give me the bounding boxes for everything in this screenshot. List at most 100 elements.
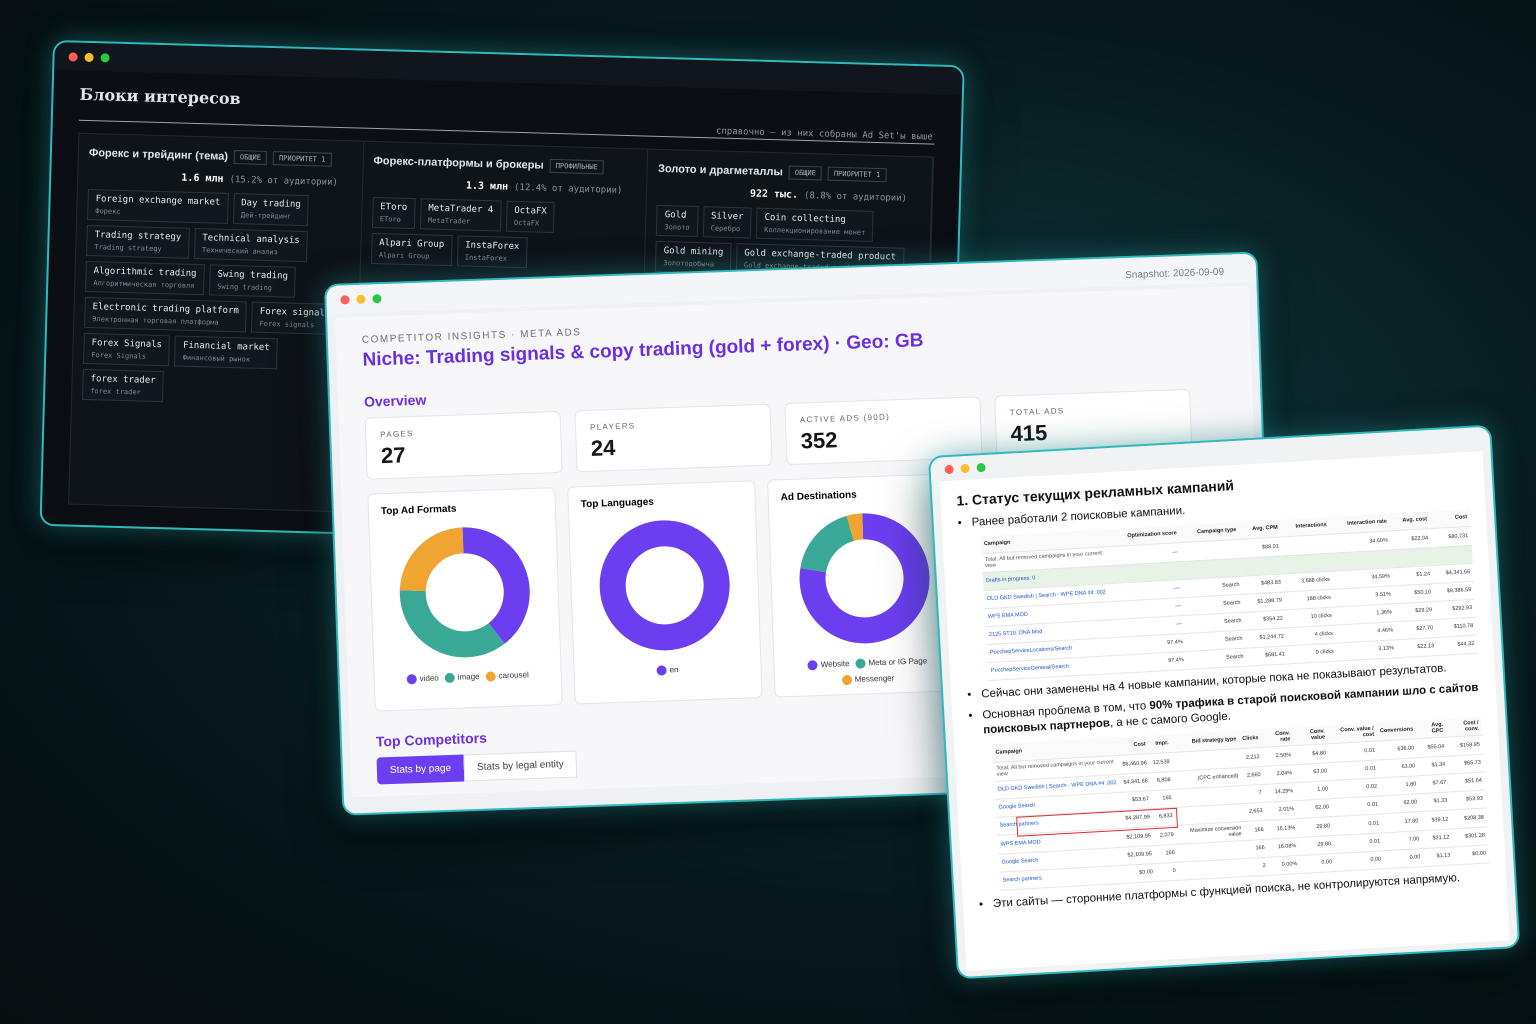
stat-value: 27 xyxy=(380,442,406,469)
cell: 62.00 xyxy=(1380,793,1421,814)
cell: 0.00 xyxy=(1334,850,1385,872)
cell: 16.13% xyxy=(1266,818,1299,840)
header-cell: Cost xyxy=(1117,734,1150,756)
legend: video image carousel xyxy=(387,669,549,685)
cell: $292.93 xyxy=(1434,599,1476,620)
legend-item: en xyxy=(656,665,679,676)
interest-en: OctaFX xyxy=(514,205,547,217)
cell: $22.04 xyxy=(1390,528,1432,550)
interest-ru: EToro xyxy=(379,215,402,224)
cell: 7.00 xyxy=(1382,830,1423,851)
cell: 636.00 xyxy=(1377,738,1418,760)
cell: $208.38 xyxy=(1450,807,1488,829)
interest-en: Financial market xyxy=(182,340,270,354)
chart-title: Ad Destinations xyxy=(780,489,857,504)
interest-ru: OctaFX xyxy=(513,218,540,228)
stat-card: ACTIVE ADS (90D) 352 xyxy=(784,396,983,466)
group-name: Золото и драгметаллы xyxy=(657,162,784,179)
stats-table: Campaign Cost Impr. Bid strategy type Clicks… xyxy=(992,716,1490,891)
chart-card: Top Ad Formats video image carousel xyxy=(367,487,563,712)
cell: $53.67 xyxy=(1120,790,1153,811)
cell: $110.78 xyxy=(1435,617,1477,638)
legend-swatch xyxy=(485,671,496,682)
interest-ru: Золотодобыча xyxy=(663,259,715,269)
interest-ru: Серебро xyxy=(710,224,741,234)
interest-en: Coin collecting xyxy=(764,212,846,226)
insights-window: Snapshot: 2026-09-09 COMPETITOR INSIGHTS… xyxy=(326,253,1274,814)
stat-label: PLAYERS xyxy=(589,421,636,432)
group-name: Форекс и трейдинг (тема) xyxy=(88,146,229,163)
cell: $51.64 xyxy=(1448,771,1486,792)
interest-chip: Algorithmic trading Алгоритмическая торго… xyxy=(85,260,205,296)
cell: 2.50% xyxy=(1262,745,1295,767)
header-cell: Clicks xyxy=(1238,728,1263,749)
interest-en: Swing trading xyxy=(217,269,289,282)
interest-en: Gold exchange-traded product xyxy=(744,248,897,263)
interest-en: Alpari Group xyxy=(379,238,445,250)
stat-card: PAGES 27 xyxy=(364,410,563,480)
donut-segment xyxy=(799,513,930,644)
group-head: Форекс и трейдинг (тема) ОБЩИЕ ПРИОРИТЕТ 1 xyxy=(89,146,353,167)
header-cell: Conv. value xyxy=(1292,724,1329,746)
interest-ru: Золото xyxy=(664,223,690,232)
interest-ru: Электронная торговая платформа xyxy=(92,315,219,327)
header-cell: Avg. cost xyxy=(1389,511,1431,531)
interest-ru: Alpari Group xyxy=(378,251,430,261)
audience-size: 1.3 млн (12.4% от аудитории) xyxy=(373,178,623,196)
legend-item: image xyxy=(444,671,480,684)
interest-ru: Форекс xyxy=(95,207,121,216)
legend-label: image xyxy=(457,671,480,682)
chips: EToro EToro MetaTrader 4 MetaTrader OctaFX Oc… xyxy=(370,196,636,271)
interest-ru: Forex signals xyxy=(259,319,315,330)
share: (12.4% от аудитории) xyxy=(513,182,623,196)
interest-en: Gold mining xyxy=(663,246,724,258)
cell: 0.00 xyxy=(1383,848,1424,869)
cell: 1.80 xyxy=(1379,775,1420,796)
legend: Website Meta or IG Page Messenger xyxy=(786,656,949,688)
donut-segment xyxy=(399,527,530,658)
interest-ru: Технический анализ xyxy=(201,246,278,257)
cell: 1.00 xyxy=(1295,780,1332,801)
cell: 0.00 xyxy=(1299,853,1336,874)
interest-chip: OctaFX OctaFX xyxy=(505,200,556,234)
size: 1.6 млн xyxy=(181,172,224,185)
cell: Search xyxy=(1186,648,1248,670)
interest-en: Gold xyxy=(664,210,687,221)
cell: $1.34 xyxy=(1417,755,1449,776)
interest-chip: Day trading Дей-трейдинг xyxy=(232,193,310,227)
interest-chip: Gold mining Золотодобыча xyxy=(655,240,732,274)
legend: en xyxy=(586,662,748,678)
legend-item: video xyxy=(406,673,439,685)
donut-chart xyxy=(599,520,730,651)
tab[interactable]: Stats by legal entity xyxy=(463,750,578,782)
interests-title: Блоки интересов xyxy=(79,84,241,109)
interest-ru: MetaTrader xyxy=(427,216,471,226)
cell: $53.93 xyxy=(1449,789,1487,810)
cell: 6,808 xyxy=(1150,771,1175,791)
cell: $55.04 xyxy=(1416,736,1448,758)
interest-en: Technical analysis xyxy=(202,233,300,246)
interest-ru: Алгоритмическая торговля xyxy=(93,279,195,290)
interest-en: Forex signals xyxy=(259,306,331,319)
tag: ПРИОРИТЕТ 1 xyxy=(827,166,887,183)
legend-item: Meta or IG Page xyxy=(855,656,927,669)
interest-chip: Electronic trading platform Электронная т… xyxy=(84,296,248,333)
tag: ПРОФИЛЬНЫЕ xyxy=(549,158,605,175)
cell: 14.29% xyxy=(1264,782,1297,803)
interest-chip: Trading strategy Trading strategy xyxy=(86,224,190,259)
interest-chip: Gold Золото xyxy=(656,204,699,238)
interest-ru: forex trader xyxy=(90,387,141,397)
tab[interactable]: Stats by page xyxy=(376,754,465,785)
interest-ru: Swing trading xyxy=(217,282,273,293)
interest-en: Forex Signals xyxy=(91,338,163,351)
cell: $0.00 xyxy=(1452,844,1490,865)
cell: $9,386.59 xyxy=(1433,581,1475,602)
interest-en: Algorithmic trading xyxy=(93,266,197,280)
cell: $29.29 xyxy=(1394,601,1436,622)
cell: $4,341.66 xyxy=(1432,563,1474,584)
interest-chip: Forex signals Forex signals xyxy=(251,301,339,336)
cell: 166 xyxy=(1243,820,1268,841)
cell xyxy=(1241,555,1284,577)
stat-label: PAGES xyxy=(380,429,414,440)
interest-group: Форекс и трейдинг (тема) ОБЩИЕ ПРИОРИТЕТ 1… xyxy=(69,133,365,512)
